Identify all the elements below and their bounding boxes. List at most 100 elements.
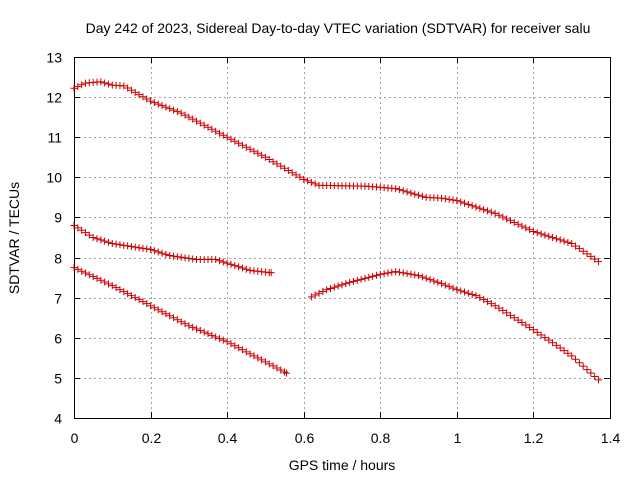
data-point [392, 268, 400, 276]
data-point [319, 287, 327, 295]
data-point [438, 280, 446, 288]
data-point [108, 240, 116, 248]
x-tick-label: 0 [71, 430, 79, 446]
y-axis-label: SDTVAR / TECUs [6, 182, 22, 294]
data-point [426, 276, 434, 284]
data-point [468, 290, 476, 298]
series-track-1 [70, 78, 603, 266]
data-point [338, 281, 346, 289]
data-point [441, 281, 449, 289]
data-point [288, 169, 296, 177]
data-markers [70, 78, 603, 384]
data-point [154, 306, 162, 314]
data-point [242, 143, 250, 151]
data-point [219, 258, 227, 266]
series-track-3 [70, 264, 290, 377]
data-point [204, 123, 212, 131]
data-point [254, 149, 262, 157]
data-point [238, 264, 246, 272]
data-point [457, 198, 465, 206]
data-point [315, 289, 323, 297]
data-point [193, 325, 201, 333]
data-point [449, 196, 457, 204]
data-point [173, 108, 181, 116]
data-point [78, 81, 86, 89]
data-point [461, 199, 469, 207]
data-point [258, 356, 266, 364]
data-point [181, 254, 189, 262]
data-point [139, 93, 147, 101]
data-point [552, 235, 560, 243]
data-point [231, 262, 239, 270]
data-point [150, 247, 158, 255]
data-point [131, 243, 139, 251]
data-point [380, 270, 388, 278]
y-tick-label: 11 [47, 130, 62, 146]
data-point [223, 259, 231, 267]
data-point [449, 284, 457, 292]
series-track-2 [70, 221, 275, 277]
data-point [261, 153, 269, 161]
data-point [135, 91, 143, 99]
data-point [445, 283, 453, 291]
data-point [124, 84, 132, 92]
data-point [583, 366, 591, 374]
data-point [491, 209, 499, 217]
data-point [235, 139, 243, 147]
data-point [212, 127, 220, 135]
y-tick-label: 7 [54, 291, 62, 307]
data-point [399, 187, 407, 195]
data-point [112, 240, 120, 248]
chart-title: Day 242 of 2023, Sidereal Day-to-day VTE… [86, 20, 591, 36]
data-point [74, 83, 82, 91]
data-point [135, 296, 143, 304]
data-point [514, 316, 522, 324]
data-point [349, 277, 357, 285]
data-point [545, 336, 553, 344]
data-point [177, 318, 185, 326]
axis-ticks [74, 57, 611, 419]
data-point [418, 192, 426, 200]
data-point [223, 338, 231, 346]
data-point [422, 274, 430, 282]
data-point [235, 263, 243, 271]
data-point [120, 82, 128, 90]
data-point [487, 208, 495, 216]
data-point [112, 284, 120, 292]
data-point [503, 309, 511, 317]
data-point [506, 217, 514, 225]
data-point [242, 265, 250, 273]
data-point [166, 105, 174, 113]
data-point [162, 250, 170, 258]
data-point [185, 254, 193, 262]
data-point [476, 294, 484, 302]
y-tick-label: 9 [54, 210, 62, 226]
data-point [541, 334, 549, 342]
data-point [196, 119, 204, 127]
y-tick-label: 13 [46, 50, 62, 66]
data-point [158, 249, 166, 257]
x-tick-label: 1.2 [524, 430, 544, 446]
data-point [177, 253, 185, 261]
data-point [250, 147, 258, 155]
data-point [127, 292, 135, 300]
data-point [392, 185, 400, 193]
data-point [323, 286, 331, 294]
data-point [376, 270, 384, 278]
data-point [365, 273, 373, 281]
data-point [461, 288, 469, 296]
data-point [411, 190, 419, 198]
data-point [131, 88, 139, 96]
data-point [104, 80, 112, 88]
data-point [418, 273, 426, 281]
data-point [166, 312, 174, 320]
data-point [453, 286, 461, 294]
data-point [101, 278, 109, 286]
data-point [108, 282, 116, 290]
data-point [277, 162, 285, 170]
data-point [215, 129, 223, 137]
y-tick-label: 8 [54, 251, 62, 267]
data-point [346, 278, 354, 286]
data-point [304, 177, 312, 185]
data-point [215, 257, 223, 265]
